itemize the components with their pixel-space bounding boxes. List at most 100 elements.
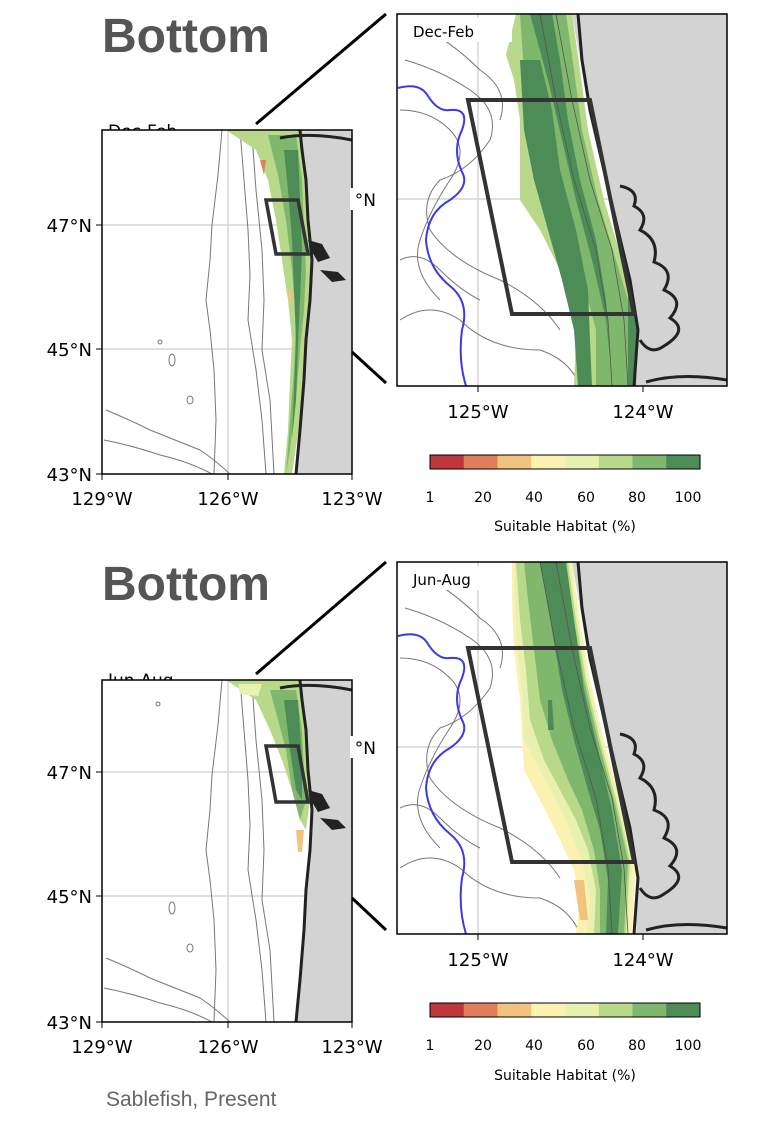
colorbar-swatch	[565, 455, 600, 469]
isobath	[239, 130, 267, 474]
lon-tick-label: 123°W	[321, 1037, 382, 1058]
colorbar-tick-label: 60	[577, 490, 595, 506]
coastline	[619, 184, 681, 352]
inset-map: Jun-Aug °N 125°W 124°W	[350, 561, 728, 971]
inset-lon-tick-label: 124°W	[612, 950, 673, 971]
habitat-area	[238, 684, 262, 696]
isobath	[399, 857, 581, 934]
inset-season-bg	[408, 18, 512, 42]
overview-frame	[101, 129, 353, 475]
inset-map: Dec-Feb °N 125°W 124°W	[350, 13, 728, 423]
colorbar-swatch	[666, 1003, 701, 1017]
inset-season-label: Jun-Aug	[412, 571, 471, 589]
offshore-line	[397, 633, 467, 934]
colorbar: 1 20 40 60 80 100 Suitable Habitat (%)	[426, 454, 702, 535]
seamount	[186, 943, 194, 953]
colorbar-swatch	[497, 455, 532, 469]
isobath	[103, 439, 213, 474]
zoom-connector-line	[255, 12, 387, 126]
isobath	[399, 804, 481, 849]
land	[296, 680, 352, 1022]
inset-season-bg	[408, 566, 512, 590]
colorbar-swatches	[430, 455, 701, 469]
land	[296, 130, 352, 474]
isobath	[399, 109, 461, 301]
colorbar-swatch	[598, 1003, 633, 1017]
colorbar-frame	[429, 454, 701, 470]
colorbar-label: Suitable Habitat (%)	[494, 1068, 636, 1084]
inset-lon-tick-label: 124°W	[612, 402, 673, 423]
colorbar-tick-label: 60	[577, 1038, 595, 1054]
isobath	[555, 14, 629, 386]
isobath	[404, 607, 561, 879]
isobath	[399, 256, 481, 301]
colorbar-swatch	[497, 1003, 532, 1017]
colorbar-tick-label: 20	[474, 1038, 492, 1054]
habitat-area	[296, 830, 304, 852]
coastline	[320, 270, 346, 282]
zoom-connector-line	[255, 560, 387, 676]
lon-tick-label: 129°W	[71, 1037, 132, 1058]
habitat-area	[284, 700, 302, 800]
seamount	[168, 901, 176, 915]
colorbar-tick-label: 80	[628, 1038, 646, 1054]
panel-top: Bottom Dec-Feb	[47, 10, 728, 535]
coastline	[294, 130, 314, 474]
colorbar-tick-label: 100	[675, 490, 702, 506]
lat-tick-bg	[350, 188, 376, 210]
colorbar-tick-label: 1	[426, 1038, 435, 1054]
colorbar-swatch	[632, 1003, 667, 1017]
lon-tick-label: 129°W	[71, 489, 132, 510]
coastline	[279, 133, 352, 142]
coastline	[308, 790, 330, 812]
isobath	[251, 134, 275, 474]
figure-caption: Sablefish, Present	[106, 1088, 277, 1111]
zoom-connector-line	[350, 896, 388, 932]
colorbar-swatch	[666, 455, 701, 469]
offshore-line	[397, 85, 467, 386]
colorbar-tick-label: 1	[426, 490, 435, 506]
colorbar-swatch	[598, 455, 633, 469]
colorbar-swatch	[531, 1003, 566, 1017]
panel-bottom: Bottom Jun-Aug	[47, 558, 728, 1084]
colorbar-swatch	[632, 455, 667, 469]
lat-tick-label: 47°N	[47, 763, 92, 784]
coastline	[279, 683, 352, 692]
zoom-connector-line	[350, 350, 388, 385]
colorbar-tick-label: 40	[525, 490, 543, 506]
lon-tick-label: 123°W	[321, 489, 382, 510]
coastline	[320, 818, 346, 830]
zoom-box	[465, 98, 637, 316]
isobath	[105, 409, 231, 474]
habitat-area	[520, 60, 592, 386]
coastline	[645, 374, 727, 384]
isobath	[103, 987, 213, 1022]
overview-map: Dec-Feb	[47, 122, 383, 510]
panel-title: Bottom	[102, 10, 270, 63]
coastline	[294, 680, 314, 1022]
isobath	[399, 309, 581, 386]
habitat-area	[548, 700, 554, 730]
inset-frame	[396, 561, 728, 935]
overview-frame	[101, 679, 353, 1023]
colorbar-label: Suitable Habitat (%)	[494, 519, 636, 535]
colorbar-swatch	[430, 1003, 465, 1017]
colorbar-tick-label: 80	[628, 490, 646, 506]
lat-tick-label: 43°N	[47, 465, 92, 486]
habitat-area	[286, 290, 292, 305]
lon-tick-label: 126°W	[197, 1037, 258, 1058]
colorbar-tick-label: 100	[675, 1038, 702, 1054]
isobath	[105, 957, 231, 1022]
isobath	[239, 680, 267, 1022]
seamount	[168, 353, 176, 367]
seamount	[186, 395, 194, 405]
inset-lat-tick-label: °N	[355, 739, 376, 759]
colorbar-swatch	[463, 1003, 498, 1017]
colorbar-swatch	[565, 1003, 600, 1017]
habitat-area	[284, 150, 302, 440]
coastline	[308, 240, 330, 262]
lat-tick-label: 47°N	[47, 216, 92, 237]
inset-frame	[396, 13, 728, 387]
isobath	[555, 562, 629, 934]
